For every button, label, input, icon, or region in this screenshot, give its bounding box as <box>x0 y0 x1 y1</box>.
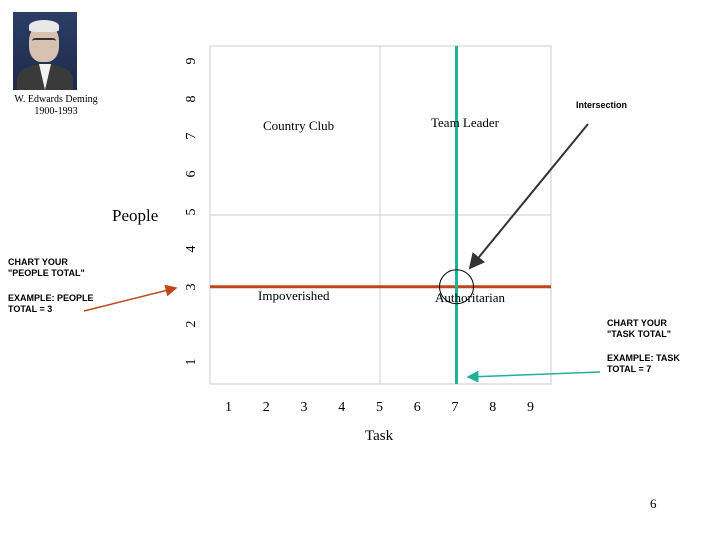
quadrant-impoverished: Impoverished <box>258 288 330 303</box>
slide-number: 6 <box>650 496 657 511</box>
quadrant-country-club: Country Club <box>263 118 335 133</box>
task-arrow <box>466 370 601 383</box>
y-tick-label: 7 <box>184 132 199 140</box>
people-example-annotation: EXAMPLE: PEOPLE TOTAL = 3 <box>8 293 94 314</box>
x-tick-label: 1 <box>225 400 232 415</box>
y-axis-label: People <box>112 206 159 225</box>
y-tick-label: 2 <box>184 320 199 328</box>
y-tick-label: 4 <box>184 245 199 253</box>
people-chart-annotation: CHART YOUR "PEOPLE TOTAL" <box>8 257 85 278</box>
quadrant-team-leader: Team Leader <box>431 115 500 130</box>
task-example-annotation: EXAMPLE: TASK TOTAL = 7 <box>607 353 680 374</box>
x-tick-label: 9 <box>527 400 534 415</box>
x-tick-label: 2 <box>262 400 270 415</box>
x-tick-label: 6 <box>413 400 421 415</box>
y-tick-label: 3 <box>184 283 199 291</box>
x-axis-label: Task <box>365 428 394 444</box>
portrait-caption-name: W. Edwards Deming <box>14 94 98 105</box>
y-tick-label: 1 <box>184 358 199 366</box>
x-tick-label: 8 <box>489 400 497 415</box>
intersection-annotation: Intersection <box>576 100 628 110</box>
x-tick-label: 5 <box>376 400 383 415</box>
y-tick-label: 5 <box>184 208 199 216</box>
intersection-circle <box>439 269 474 305</box>
people-arrow <box>83 284 178 312</box>
quadrant-authoritarian: Authoritarian <box>435 290 506 305</box>
portrait-caption-years: 1900-1993 <box>34 106 78 117</box>
y-tick-label: 9 <box>184 57 199 65</box>
deming-portrait <box>13 12 77 90</box>
x-tick-label: 7 <box>451 400 459 415</box>
intersection-arrow <box>468 123 589 270</box>
task-chart-annotation: CHART YOUR "TASK TOTAL" <box>607 318 672 339</box>
x-tick-label: 3 <box>300 400 308 415</box>
y-tick-label: 8 <box>184 95 199 103</box>
y-tick-label: 6 <box>184 170 199 178</box>
x-tick-label: 4 <box>338 400 346 415</box>
